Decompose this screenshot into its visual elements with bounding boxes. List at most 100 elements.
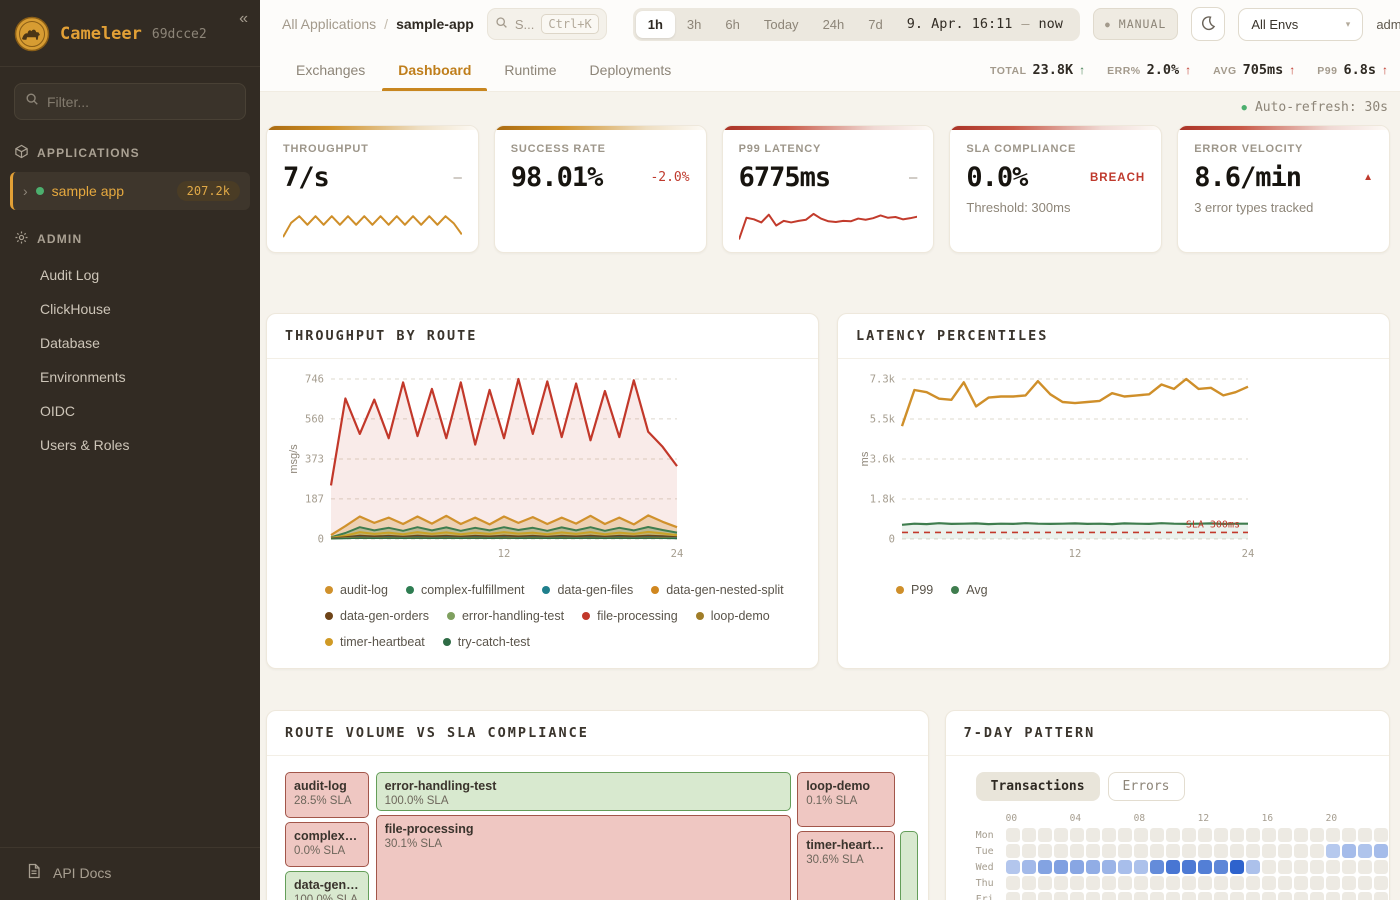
heatmap-cell bbox=[1085, 860, 1100, 874]
chevron-right-icon[interactable]: › bbox=[23, 183, 28, 199]
filter-input-wrap bbox=[14, 83, 246, 120]
user-name[interactable]: admin bbox=[1376, 16, 1400, 32]
heatmap-hour-label bbox=[1278, 813, 1292, 826]
date-range[interactable]: 9. Apr. 16:11 – now bbox=[895, 16, 1077, 32]
heatmap-cell bbox=[1005, 844, 1020, 858]
time-range-24h[interactable]: 24h bbox=[811, 11, 857, 38]
throughput-chart: 746 560 373 187 0 12 24 msg/s bbox=[285, 371, 800, 575]
heatmap-cell bbox=[1165, 876, 1180, 890]
tab-runtime[interactable]: Runtime bbox=[504, 61, 557, 78]
heatmap-cell bbox=[1229, 892, 1244, 900]
legend-dot bbox=[325, 638, 333, 646]
treemap-tile-loop-demo[interactable]: loop-demo 0.1% SLA bbox=[797, 772, 895, 827]
sidebar-item-oidc[interactable]: OIDC bbox=[40, 403, 75, 419]
heatmap-cell bbox=[1293, 828, 1308, 842]
dark-mode-toggle[interactable] bbox=[1191, 7, 1226, 41]
tab-dashboard[interactable]: Dashboard bbox=[382, 48, 488, 91]
heatmap-cell bbox=[1117, 860, 1132, 874]
heatmap-cell bbox=[1341, 892, 1356, 900]
svg-text:746: 746 bbox=[305, 374, 324, 386]
legend-item-avg[interactable]: Avg bbox=[951, 583, 988, 597]
treemap-sla-value: 100.0% SLA bbox=[384, 795, 449, 807]
legend-dot bbox=[542, 586, 551, 594]
sidebar-item-users-roles[interactable]: Users & Roles bbox=[40, 437, 130, 453]
global-search[interactable]: S... Ctrl+K bbox=[486, 8, 607, 40]
cameleer-logo bbox=[14, 16, 50, 52]
legend-item-error-handling-test[interactable]: error-handling-test bbox=[446, 609, 564, 623]
sidebar-item-database[interactable]: Database bbox=[40, 335, 100, 351]
heatmap-cell bbox=[1293, 876, 1308, 890]
legend-item-try-catch-test[interactable]: try-catch-test bbox=[442, 635, 530, 649]
dashboard-content: ● Auto-refresh: 30s THROUGHPUT 7/s – SUC… bbox=[260, 92, 1400, 900]
heatmap-hour-label: 16 bbox=[1261, 813, 1274, 824]
svg-text:24: 24 bbox=[671, 548, 684, 560]
tab-exchanges[interactable]: Exchanges bbox=[296, 61, 366, 78]
treemap-tile-data-gen-files[interactable]: data-gen-files 100.0% SLA bbox=[285, 871, 370, 900]
tab-deployments[interactable]: Deployments bbox=[589, 61, 672, 78]
legend-item-p99[interactable]: P99 bbox=[896, 583, 933, 597]
heatmap-cell bbox=[1133, 892, 1148, 900]
legend-item-complex-fulfillment[interactable]: complex-fulfillment bbox=[405, 583, 524, 597]
legend-item-data-gen-nested-split[interactable]: data-gen-nested-split bbox=[651, 583, 784, 597]
time-range-7d[interactable]: 7d bbox=[856, 11, 894, 38]
time-range-3h[interactable]: 3h bbox=[675, 11, 713, 38]
heatmap-cell bbox=[1325, 860, 1340, 874]
breadcrumb-all-applications[interactable]: All Applications bbox=[282, 16, 377, 32]
legend-dot bbox=[695, 612, 704, 620]
heatmap-cell bbox=[1213, 876, 1228, 890]
throughput-legend: audit-log complex-fulfillment data-gen-f… bbox=[285, 575, 800, 649]
legend-item-data-gen-files[interactable]: data-gen-files bbox=[542, 583, 633, 597]
filter-input[interactable] bbox=[47, 93, 235, 110]
stat-avg: AVG 705ms ↑ bbox=[1213, 61, 1296, 78]
sidebar-item-environments[interactable]: Environments bbox=[40, 369, 126, 385]
time-range-today[interactable]: Today bbox=[752, 11, 811, 38]
treemap-tile-error-handling-test[interactable]: error-handling-test 100.0% SLA bbox=[375, 772, 791, 811]
legend-item-file-processing[interactable]: file-processing bbox=[582, 609, 678, 623]
sidebar-header: Cameleer 69dcce2 bbox=[0, 0, 260, 66]
heatmap-cell bbox=[1053, 844, 1068, 858]
heatmap-cell bbox=[1005, 860, 1020, 874]
env-select[interactable]: All Envs ▾ bbox=[1238, 7, 1364, 41]
manual-refresh-button[interactable]: ● MANUAL bbox=[1092, 8, 1179, 40]
heatmap-cell bbox=[1261, 860, 1276, 874]
legend-dot bbox=[325, 612, 333, 620]
treemap-tile-complex-fulfillment[interactable]: complex-fulfillment 0.0% SLA bbox=[285, 822, 370, 867]
kpi-label: SUCCESS RATE bbox=[510, 143, 606, 155]
time-range-6h[interactable]: 6h bbox=[713, 11, 751, 38]
search-placeholder: S... bbox=[514, 16, 535, 32]
sidebar-item-audit-log[interactable]: Audit Log bbox=[40, 267, 100, 283]
legend-dot bbox=[896, 586, 904, 594]
heatmap-cell bbox=[1053, 860, 1068, 874]
sidebar-collapse-button[interactable]: « bbox=[239, 10, 248, 27]
legend-item-loop-demo[interactable]: loop-demo bbox=[695, 609, 770, 623]
legend-item-timer-heartbeat[interactable]: timer-heartbeat bbox=[325, 635, 425, 649]
legend-dot bbox=[442, 638, 451, 646]
topbar: All Applications / sample-app S... Ctrl+… bbox=[260, 0, 1400, 48]
trend-arrow-icon: ↑ bbox=[1289, 62, 1296, 77]
treemap-tile-audit-log[interactable]: audit-log 28.5% SLA bbox=[285, 772, 370, 818]
svg-text:373: 373 bbox=[305, 454, 324, 466]
panel-title: ROUTE VOLUME VS SLA COMPLIANCE bbox=[267, 711, 928, 756]
kpi-trend: – bbox=[909, 169, 918, 186]
treemap-sla-value: 0.1% SLA bbox=[806, 795, 858, 807]
legend-item-data-gen-orders[interactable]: data-gen-orders bbox=[325, 609, 429, 623]
treemap-tile-file-processing[interactable]: file-processing 30.1% SLA bbox=[375, 815, 791, 900]
sidebar-item-clickhouse[interactable]: ClickHouse bbox=[40, 301, 111, 317]
treemap-tile-try-catch-test[interactable]: try-catch-test bbox=[899, 831, 918, 900]
sidebar: Cameleer 69dcce2 « APPLICATIONS › sample… bbox=[0, 0, 260, 900]
heatmap-cell bbox=[1021, 892, 1036, 900]
heatmap-cell bbox=[1037, 892, 1052, 900]
heatmap-cell bbox=[1197, 828, 1212, 842]
heatmap-hour-label: 08 bbox=[1133, 813, 1146, 824]
time-range-1h[interactable]: 1h bbox=[635, 10, 675, 38]
sidebar-item-api-docs[interactable]: API Docs bbox=[0, 848, 260, 900]
auto-refresh-indicator: ● Auto-refresh: 30s bbox=[1241, 100, 1388, 115]
sidebar-item-sample-app[interactable]: › sample app 207.2k bbox=[10, 172, 250, 210]
pattern-toggle-errors[interactable]: Errors bbox=[1107, 772, 1185, 801]
heatmap-hour-label bbox=[1214, 813, 1228, 826]
treemap-tile-timer-heartbeat[interactable]: timer-heartbeat 30.6% SLA bbox=[797, 831, 895, 900]
legend-item-audit-log[interactable]: audit-log bbox=[325, 583, 388, 597]
heatmap-hour-label: 12 bbox=[1197, 813, 1210, 824]
tabs-row: Exchanges Dashboard Runtime Deployments TOT… bbox=[260, 48, 1400, 92]
pattern-toggle-transactions[interactable]: Transactions bbox=[975, 772, 1100, 801]
